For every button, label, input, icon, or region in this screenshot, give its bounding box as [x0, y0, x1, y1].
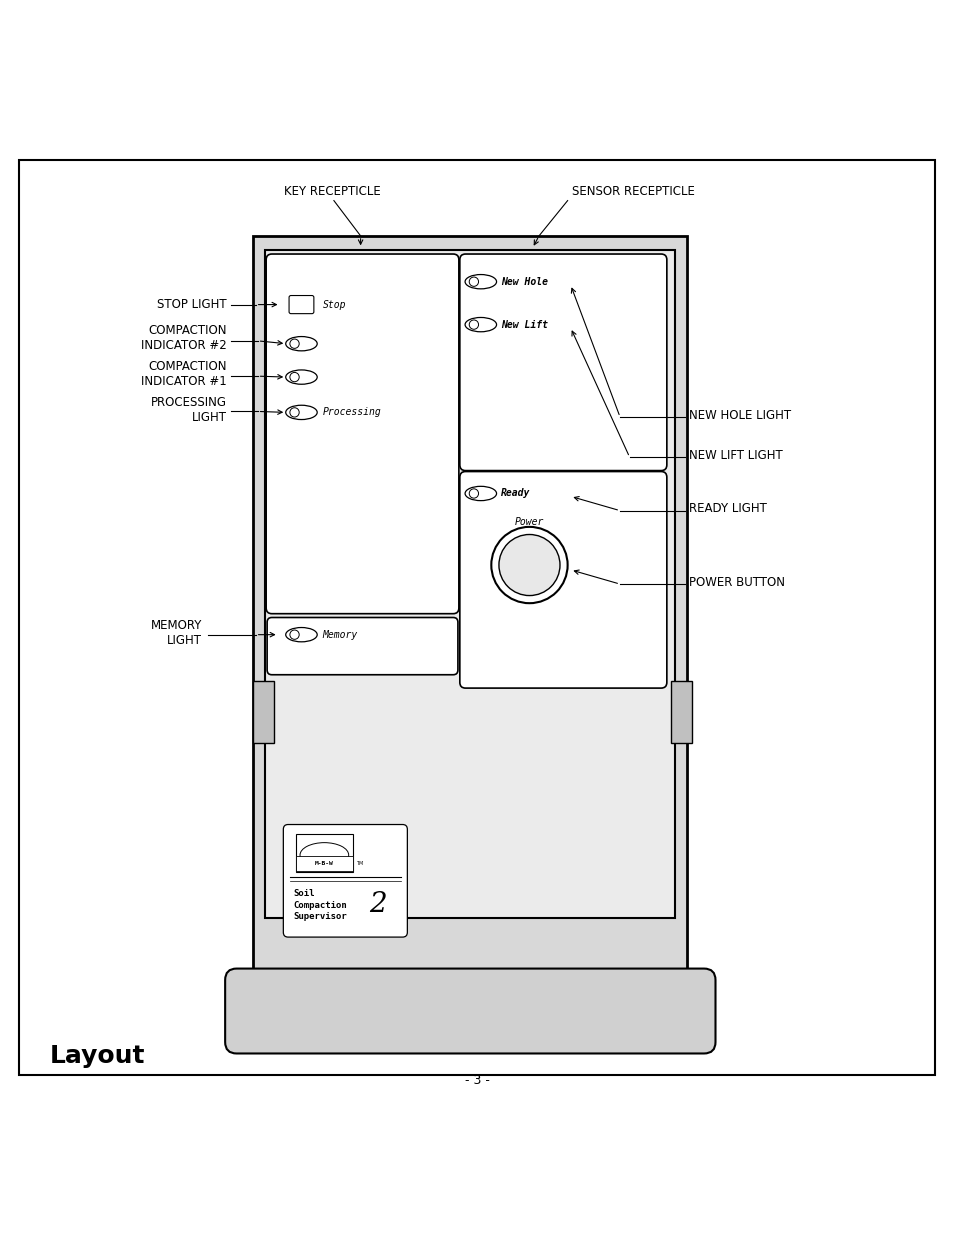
Ellipse shape	[290, 373, 299, 382]
Ellipse shape	[465, 487, 497, 500]
FancyBboxPatch shape	[267, 618, 457, 674]
Bar	[670, 682, 691, 743]
Bar	[295, 834, 353, 872]
Ellipse shape	[465, 274, 497, 289]
Ellipse shape	[299, 842, 349, 867]
Text: Memory: Memory	[322, 630, 357, 640]
Text: M-B-W: M-B-W	[314, 861, 334, 866]
Text: SENSOR RECEPTICLE: SENSOR RECEPTICLE	[572, 185, 695, 198]
Ellipse shape	[286, 370, 316, 384]
Text: Soil: Soil	[293, 889, 314, 898]
Circle shape	[491, 527, 567, 603]
Text: NEW LIFT LIGHT: NEW LIFT LIGHT	[688, 448, 781, 462]
Text: 2: 2	[369, 892, 386, 919]
Ellipse shape	[286, 405, 316, 420]
FancyBboxPatch shape	[283, 825, 407, 937]
Text: Stop: Stop	[322, 300, 346, 310]
Text: MEMORY
LIGHT: MEMORY LIGHT	[151, 619, 202, 647]
Ellipse shape	[286, 337, 316, 351]
FancyBboxPatch shape	[459, 472, 666, 688]
Ellipse shape	[290, 408, 299, 417]
Text: NEW HOLE LIGHT: NEW HOLE LIGHT	[688, 409, 790, 421]
Bar	[253, 236, 686, 1042]
Ellipse shape	[286, 627, 316, 642]
Text: Processing: Processing	[322, 408, 381, 417]
Text: Supervisor: Supervisor	[293, 913, 346, 921]
Text: COMPACTION
INDICATOR #2: COMPACTION INDICATOR #2	[141, 324, 227, 352]
FancyBboxPatch shape	[459, 254, 666, 471]
Text: KEY RECEPTICLE: KEY RECEPTICLE	[283, 185, 380, 198]
Bar	[253, 682, 274, 743]
Ellipse shape	[469, 489, 478, 498]
Text: Layout: Layout	[50, 1045, 145, 1068]
Ellipse shape	[469, 320, 478, 330]
Text: POWER BUTTON: POWER BUTTON	[688, 576, 784, 589]
Ellipse shape	[465, 317, 497, 332]
Text: STOP LIGHT: STOP LIGHT	[157, 298, 227, 311]
Bar	[265, 251, 675, 918]
Bar	[295, 856, 353, 871]
Text: - 3 -: - 3 -	[464, 1073, 489, 1087]
FancyBboxPatch shape	[289, 295, 314, 314]
Text: New Hole: New Hole	[500, 277, 547, 287]
Text: TM: TM	[355, 861, 363, 866]
Text: Compaction: Compaction	[293, 900, 346, 910]
Text: READY LIGHT: READY LIGHT	[688, 503, 766, 515]
Text: New Lift: New Lift	[500, 320, 547, 330]
FancyBboxPatch shape	[266, 254, 458, 614]
Text: Ready: Ready	[500, 489, 530, 499]
Ellipse shape	[290, 340, 299, 348]
Ellipse shape	[290, 630, 299, 640]
FancyBboxPatch shape	[225, 968, 715, 1053]
Circle shape	[498, 535, 559, 595]
Text: PROCESSING
LIGHT: PROCESSING LIGHT	[151, 395, 227, 424]
Ellipse shape	[469, 277, 478, 287]
Text: COMPACTION
INDICATOR #1: COMPACTION INDICATOR #1	[141, 361, 227, 388]
Text: Power: Power	[515, 517, 543, 527]
